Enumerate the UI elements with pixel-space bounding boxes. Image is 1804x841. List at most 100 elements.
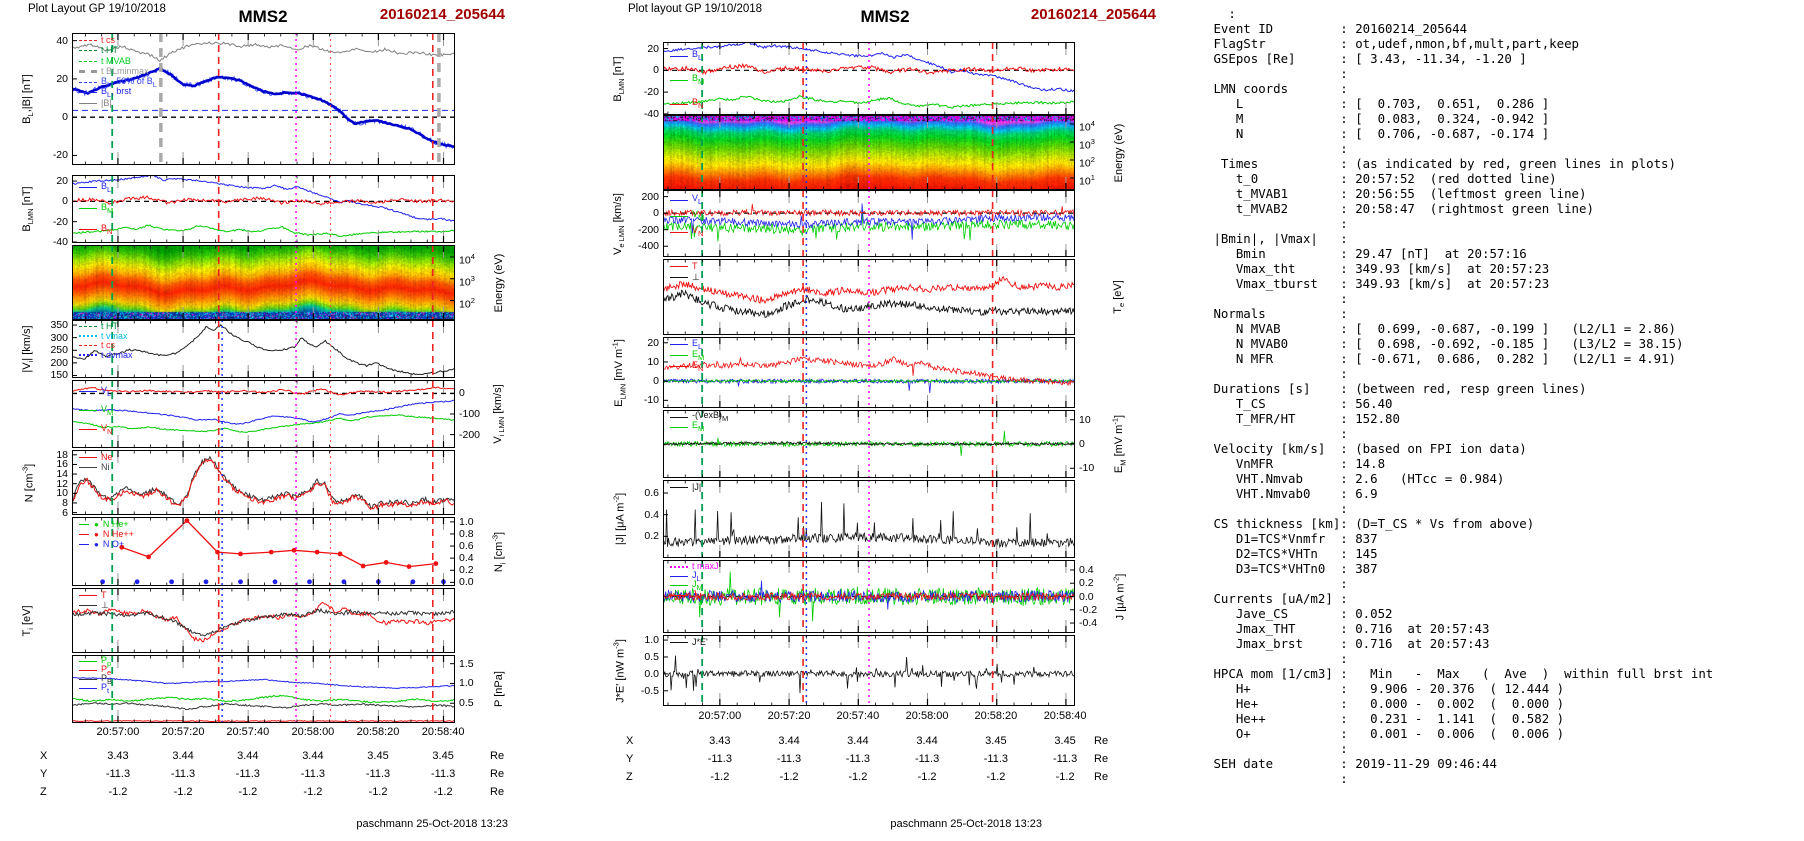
legend-entry: Pp — [79, 655, 112, 667]
plot-panel-pressure: P [nPa] 1.5 1.0 0.5 Pp Pe PB Pt — [0, 655, 560, 723]
y-tick-label: -10 — [1079, 462, 1095, 475]
y-tick-label: 10 — [56, 487, 68, 500]
info-line: GSEpos [Re] : [ 3.43, -11.34, -1.20 ] — [1206, 51, 1527, 66]
y-tick-label: -20 — [52, 149, 68, 162]
info-line: D3=TCS*VHTn0 : 387 — [1206, 561, 1378, 576]
ephemeris-value: -1.2 — [238, 786, 258, 798]
legend-line-sample — [79, 70, 97, 74]
legend-label: VL — [101, 384, 112, 398]
y-tick-label: 0 — [459, 387, 465, 400]
info-line: N MVAB : [ 0.699, -0.687, -0.199 ] (L2/L… — [1206, 321, 1676, 336]
y-tick-label: 0.4 — [644, 508, 659, 521]
plot-stack-survey: BL,|B| [nT] 40 20 0 -20 t cs t HT t MVAB t BLmin… — [0, 0, 560, 841]
y-tick-label: 1.5 — [459, 657, 474, 670]
time-tick-label: 20:57:40 — [226, 726, 270, 738]
E-LMN-plot-area — [663, 337, 1075, 408]
legend-line-sample — [670, 277, 688, 278]
info-line: CS thickness [km]: (D=T_CS * Vs from abo… — [1206, 516, 1535, 531]
info-line: Bmin : 29.47 [nT] at 20:57:16 — [1206, 246, 1527, 261]
y-tick-label: 0 — [653, 207, 659, 220]
legend-entry: BN — [79, 219, 113, 240]
time-tick-label: 20:57:00 — [698, 710, 742, 722]
info-line: |Bmin|, |Vmax| : — [1206, 231, 1348, 246]
legend-dot-sample: ● — [94, 539, 99, 549]
legend-entry: EM — [670, 420, 728, 434]
legend-entry: T — [79, 590, 109, 601]
panel-legend: t maxJ JL JM JN — [670, 562, 719, 601]
y-tick-label: 150 — [50, 369, 68, 382]
plot-layout-label: Plot Layout GP 19/10/2018 — [28, 3, 166, 15]
y-tick-label: 0.0 — [459, 576, 474, 589]
legend-line-sample — [79, 661, 97, 662]
legend-entry: VL — [79, 382, 113, 401]
ephemeris-row-label: X — [626, 735, 634, 747]
Vi-mag-plot-area — [72, 320, 455, 378]
spacecraft-title: MMS2 — [860, 7, 910, 26]
event-info-text: : Event ID : 20160214_205644 FlagStr : o… — [1206, 6, 1713, 786]
y-tick-label: 20 — [56, 72, 68, 85]
ion-spectrogram-canvas — [72, 245, 455, 320]
legend-label: |B| — [101, 97, 112, 108]
Ve-LMN-plot-area — [663, 190, 1075, 257]
y-tick-label: 0.0 — [1079, 590, 1094, 603]
info-line: T_MFR/HT : 152.80 — [1206, 411, 1400, 426]
info-line: : — [1206, 216, 1348, 231]
ephemeris-value: -1.2 — [917, 771, 937, 783]
y-tick-label: 103 — [1079, 137, 1095, 152]
legend-line-sample — [670, 103, 688, 105]
legend-entry: ● N He++ — [79, 529, 134, 539]
y-tick-label: 0 — [653, 375, 659, 388]
info-line: N MFR : [ -0.671, 0.686, 0.282 ] (L2/L1 … — [1206, 351, 1676, 366]
info-line: : — [1206, 576, 1348, 591]
ephemeris-unit: Re — [1094, 735, 1109, 747]
ephemeris-value: -11.3 — [105, 768, 131, 780]
panel-legend: ● N He+ ● N He++ ● N O+ — [79, 519, 134, 549]
Vi-LMN-plot-area — [72, 380, 455, 448]
legend-label: BN — [692, 97, 704, 111]
legend-entry: ● N O+ — [79, 539, 134, 549]
legend-entry: BL — [670, 44, 704, 68]
time-tick-label: 20:58:00 — [905, 710, 949, 722]
figure-burst: Plot layout GP 19/10/2018 MMS2 20160214_… — [600, 0, 1160, 841]
legend-label: EL — [692, 337, 703, 351]
plot-stack-burst: BLMN [nT] 20 0 -20 -40 BL BM BN Energy (eV) 104 10… — [600, 0, 1160, 841]
legend-line-sample — [79, 543, 89, 545]
JdotE-plot-area — [663, 635, 1075, 706]
plot-panel-Ti: Ti [eV] T ⊥ — [0, 588, 560, 653]
legend-label: t cs — [101, 34, 116, 45]
legend-label: EM — [692, 420, 705, 434]
info-line: : — [1206, 426, 1348, 441]
ephemeris-row-label: Z — [626, 771, 633, 783]
y-tick-label: -20 — [643, 86, 659, 99]
info-line: t_MVAB1 : 20:56:55 (leftmost green line) — [1206, 186, 1587, 201]
ephemeris-value: 3.44 — [916, 735, 938, 747]
y-tick-label: 200 — [641, 190, 659, 203]
figure-survey: Plot Layout GP 19/10/2018 MMS2 20160214_… — [0, 0, 560, 841]
ephemeris-value: 3.44 — [778, 735, 800, 747]
plot-panel-N-minor-ions: Ni [cm-3] 1.0 0.8 0.6 0.4 0.2 0.0 ● N He+ ● N He++… — [0, 516, 560, 589]
panel-legend: BL BM BN — [670, 44, 704, 116]
legend-line-sample — [670, 355, 688, 356]
y-tick-label: 0.5 — [459, 697, 474, 710]
plot-panel-EM-compare: EM [mV m-1] 10 0 -10 -(VexB)M EM — [600, 410, 1160, 478]
electron-spectrogram-plot-area — [663, 115, 1075, 190]
info-line: Jmax_THT : 0.716 at 20:57:43 — [1206, 621, 1490, 636]
legend-label: t HT — [101, 45, 118, 56]
legend-line-sample — [670, 266, 688, 267]
ephemeris-unit: Re — [490, 786, 505, 798]
info-line: : — [1206, 291, 1348, 306]
ephemeris-value: -11.3 — [365, 768, 391, 780]
ephemeris-value: 3.43 — [709, 735, 731, 747]
legend-entry: t cs — [79, 35, 157, 46]
legend-entry: BL, brst — [79, 86, 157, 98]
legend-entry: Ne — [79, 452, 113, 463]
legend-entry: BL — [79, 177, 113, 198]
legend-entry: J*E' — [670, 637, 708, 647]
ephemeris-value: -11.3 — [235, 768, 260, 780]
legend-line-sample — [670, 55, 688, 57]
ephemeris-value: -1.2 — [108, 786, 128, 798]
legend-entry: EN — [670, 360, 704, 372]
ephemeris-unit: Re — [490, 768, 505, 780]
legend-label: BL — [692, 49, 703, 63]
y-tick-label: 104 — [459, 252, 475, 267]
